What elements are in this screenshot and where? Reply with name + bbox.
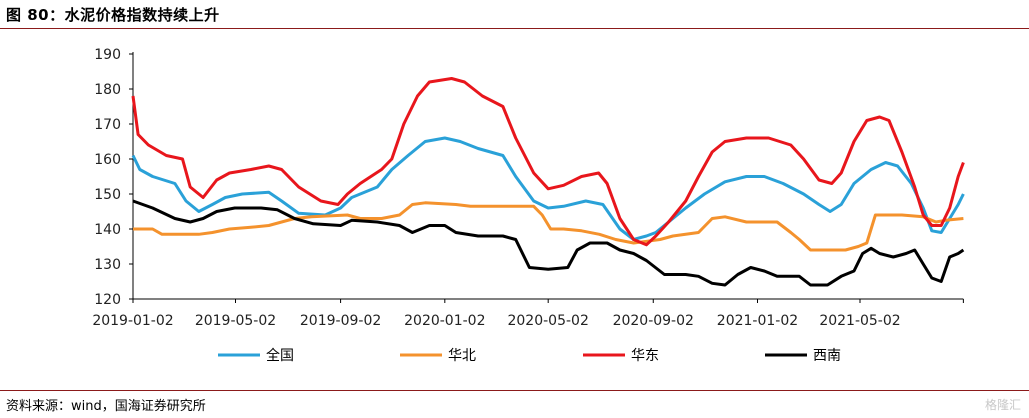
legend: 全国 华北 华东 西南 — [218, 347, 841, 364]
y-tick-label: 170 — [94, 117, 121, 133]
series-line-2 — [131, 77, 965, 247]
y-axis: 120 130 140 150 160 170 180 190 — [94, 47, 134, 308]
y-tick-label: 160 — [94, 152, 121, 168]
series-line-0 — [131, 136, 965, 241]
x-tick-label: 2020-09-02 — [613, 313, 694, 329]
watermark-logo: 格隆汇 — [984, 398, 1021, 412]
x-tick-label: 2019-01-02 — [92, 313, 173, 329]
chart-title: 图 80：水泥价格指数持续上升 — [6, 6, 220, 24]
legend-label: 西南 — [813, 348, 841, 364]
series-line-3 — [132, 199, 965, 287]
x-tick-label: 2021-01-02 — [717, 313, 798, 329]
series-lines — [131, 77, 965, 287]
y-tick-label: 190 — [94, 47, 121, 63]
y-tick-label: 130 — [94, 257, 121, 273]
x-tick-label: 2019-09-02 — [300, 313, 381, 329]
y-tick-label: 140 — [94, 222, 121, 238]
footer-rule — [0, 390, 1029, 391]
x-axis: 2019-01-02 2019-05-02 2019-09-02 2020-01-02… — [92, 298, 964, 329]
legend-label: 华北 — [448, 348, 476, 364]
y-tick-label: 150 — [94, 187, 121, 203]
y-tick-label: 180 — [94, 82, 121, 98]
legend-label: 全国 — [266, 347, 294, 364]
series-line-1 — [133, 201, 964, 252]
x-tick-label: 2020-05-02 — [507, 313, 588, 329]
title-rule — [0, 28, 1029, 29]
x-tick-label: 2021-05-02 — [819, 313, 900, 329]
x-tick-label: 2020-01-02 — [404, 313, 485, 329]
legend-label: 华东 — [631, 348, 659, 364]
y-tick-label: 120 — [94, 292, 121, 308]
source-note: 资料来源：wind，国海证券研究所 — [6, 399, 206, 414]
x-tick-label: 2019-05-02 — [195, 313, 276, 329]
